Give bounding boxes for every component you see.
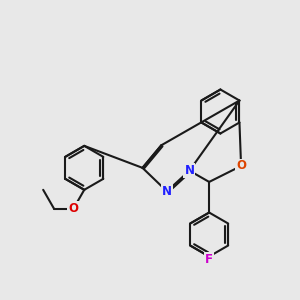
Text: O: O bbox=[236, 160, 246, 172]
Text: N: N bbox=[162, 185, 172, 198]
Text: O: O bbox=[68, 202, 78, 215]
Text: F: F bbox=[205, 253, 213, 266]
Text: N: N bbox=[184, 164, 194, 177]
